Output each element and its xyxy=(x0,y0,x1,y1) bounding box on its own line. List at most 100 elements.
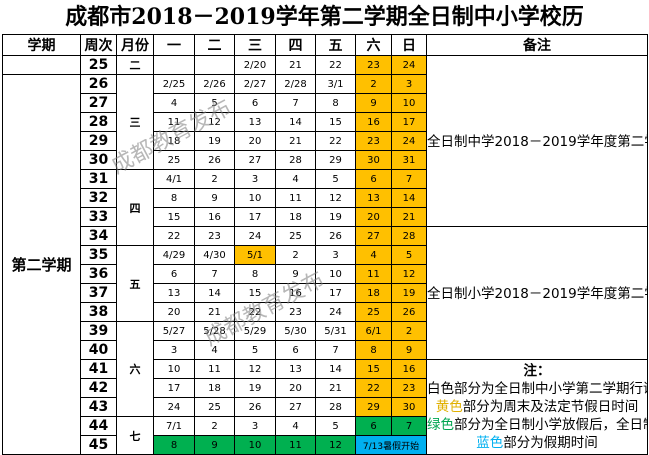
week-number: 45 xyxy=(80,435,117,455)
day-cell: 22 xyxy=(153,226,195,246)
day-cell: 15 xyxy=(153,207,195,227)
day-cell: 5/31 xyxy=(315,321,356,341)
day-cell: 7 xyxy=(391,169,427,189)
day-cell: 5/27 xyxy=(153,321,195,341)
month-cell: 六 xyxy=(116,321,154,417)
day-cell: 11 xyxy=(355,264,392,284)
week-number: 41 xyxy=(80,359,117,379)
table-row: 28 11 12 13 14 15 16 17 xyxy=(3,112,648,132)
day-cell: 10 xyxy=(391,93,427,113)
day-cell: 26 xyxy=(315,226,356,246)
day-cell: 5/30 xyxy=(275,321,316,341)
day-cell: 2/28 xyxy=(275,74,316,94)
week-number: 35 xyxy=(80,245,117,265)
week-number: 40 xyxy=(80,340,117,360)
legend-green: 绿色部分为全日制小学放假后，全日制中学行课时间 xyxy=(428,416,647,434)
day-cell: 25 xyxy=(275,226,316,246)
day-cell: 15 xyxy=(234,283,276,303)
day-cell: 24 xyxy=(315,302,356,322)
day-cell: 13 xyxy=(153,283,195,303)
day-cell: 19 xyxy=(315,207,356,227)
day-cell: 14 xyxy=(194,283,235,303)
day-cell: 28 xyxy=(391,226,427,246)
week-number: 43 xyxy=(80,397,117,417)
day-cell: 28 xyxy=(275,150,316,170)
notes-paragraph-middle-school: 全日制中学2018－2019学年度第二学期定于2019年2月20日办理入学手续，… xyxy=(427,133,647,150)
week-number: 27 xyxy=(80,93,117,113)
day-cell: 5 xyxy=(315,416,356,436)
week-number: 44 xyxy=(80,416,117,436)
header-row: 学期 周次 月份 一 二 三 四 五 六 日 备注 xyxy=(2,34,648,56)
day-cell: 16 xyxy=(275,283,316,303)
day-cell: 21 xyxy=(391,207,427,227)
day-cell: 2 xyxy=(194,416,235,436)
day-cell: 16 xyxy=(355,112,392,132)
day-cell: 3 xyxy=(234,169,276,189)
holiday-start-cell: 7/13暑假开始 xyxy=(355,435,427,455)
day-cell: 14 xyxy=(275,112,316,132)
week-number: 32 xyxy=(80,188,117,208)
day-cell: 21 xyxy=(194,302,235,322)
header-week: 周次 xyxy=(80,34,117,56)
header-fri: 五 xyxy=(315,34,356,56)
table-row: 42 17 18 19 20 21 22 23 xyxy=(3,378,648,398)
day-cell: 20 xyxy=(153,302,195,322)
day-cell: 9 xyxy=(275,264,316,284)
month-cell: 五 xyxy=(116,245,154,322)
day-cell: 28 xyxy=(315,397,356,417)
header-thu: 四 xyxy=(275,34,316,56)
day-cell: 14 xyxy=(391,188,427,208)
day-cell: 31 xyxy=(391,150,427,170)
day-cell: 21 xyxy=(275,55,316,75)
day-cell: 5/28 xyxy=(194,321,235,341)
day-cell: 4/30 xyxy=(194,245,235,265)
day-cell: 5 xyxy=(194,93,235,113)
legend-white-word: 白色 xyxy=(427,381,455,397)
day-cell: 7/1 xyxy=(153,416,195,436)
day-cell: 26 xyxy=(234,397,276,417)
month-cell: 四 xyxy=(116,169,154,246)
day-cell: 3 xyxy=(153,340,195,360)
legend-white: 白色部分为全日制中小学第二学期行课时间 xyxy=(427,380,647,398)
day-cell: 13 xyxy=(275,359,316,379)
day-cell: 12 xyxy=(315,435,356,455)
day-cell: 23 xyxy=(355,131,392,151)
day-cell: 7 xyxy=(315,340,356,360)
day-cell: 21 xyxy=(315,378,356,398)
day-cell: 12 xyxy=(234,359,276,379)
day-cell: 24 xyxy=(391,131,427,151)
day-cell: 29 xyxy=(355,397,392,417)
calendar-body: 25二2/2021222324全日制中学2018－2019学年度第二学期定于20… xyxy=(2,55,648,455)
day-cell: 17 xyxy=(391,112,427,132)
month-cell: 二 xyxy=(116,55,154,75)
week-number: 28 xyxy=(80,112,117,132)
day-cell: 8 xyxy=(153,435,195,455)
day-cell: 22 xyxy=(355,378,392,398)
header-tue: 二 xyxy=(194,34,235,56)
week-number: 37 xyxy=(80,283,117,303)
day-cell: 12 xyxy=(315,188,356,208)
day-cell: 4 xyxy=(355,245,392,265)
header-month: 月份 xyxy=(116,34,154,56)
semester-cell-blank xyxy=(2,55,81,75)
day-cell: 20 xyxy=(355,207,392,227)
day-cell: 9 xyxy=(194,435,235,455)
day-cell: 10 xyxy=(234,435,276,455)
table-row: 27 4 5 6 7 8 9 10 xyxy=(3,93,648,113)
day-cell: 19 xyxy=(194,131,235,151)
day-cell: 10 xyxy=(315,264,356,284)
table-row: 35 五 4/29 4/30 5/1 2 3 4 5 xyxy=(3,245,648,322)
day-cell: 2/25 xyxy=(153,74,195,94)
day-cell: 23 xyxy=(275,302,316,322)
week-number: 33 xyxy=(80,207,117,227)
day-cell: 25 xyxy=(194,397,235,417)
day-cell: 9 xyxy=(391,340,427,360)
day-cell: 29 xyxy=(315,150,356,170)
day-cell: 6 xyxy=(234,93,276,113)
day-cell: 11 xyxy=(275,435,316,455)
week-number: 38 xyxy=(80,302,117,322)
header-notes: 备注 xyxy=(426,34,648,56)
month-cell: 三 xyxy=(116,74,154,170)
day-cell: 23 xyxy=(355,55,392,75)
day-cell: 18 xyxy=(194,378,235,398)
